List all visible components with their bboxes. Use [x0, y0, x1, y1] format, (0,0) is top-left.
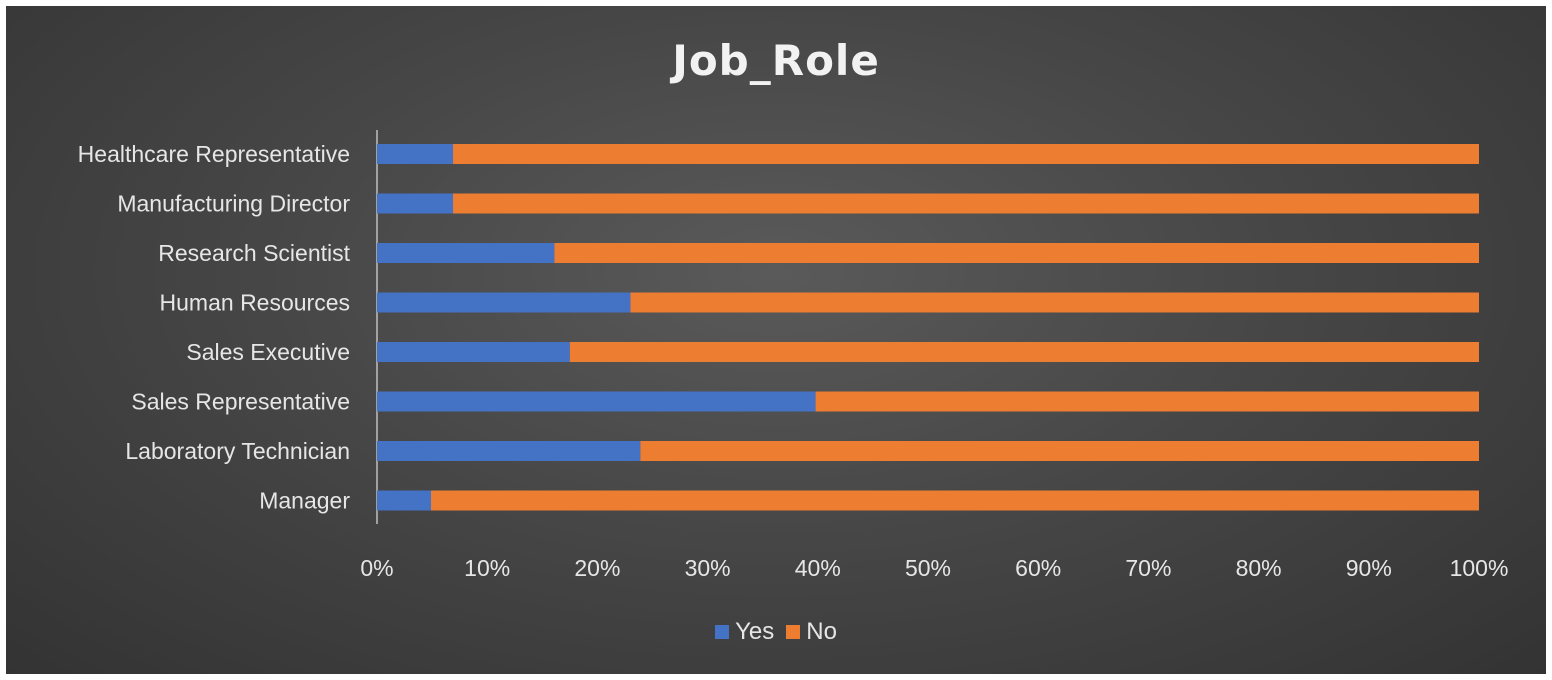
bar-yes-4: [377, 292, 631, 313]
x-tick-label: 30%: [685, 555, 731, 581]
bar-no-6: [815, 391, 1479, 412]
x-tick-label: 10%: [464, 555, 510, 581]
x-tick-label: 40%: [795, 555, 841, 581]
x-tick-label: 80%: [1236, 555, 1282, 581]
x-tick-label: 100%: [1450, 555, 1509, 581]
bar-no-8: [430, 490, 1479, 511]
legend-item-no: No: [786, 618, 837, 646]
legend-item-yes: Yes: [715, 618, 774, 646]
x-tick-label: 0%: [360, 555, 393, 581]
bar-chart: Healthcare Representative Manufacturing D…: [78, 130, 1509, 581]
bar-yes-6: [377, 391, 816, 412]
legend-swatch-no: [786, 625, 801, 639]
x-tick-label: 20%: [574, 555, 620, 581]
bar-no-2: [453, 193, 1480, 214]
legend: Yes No: [6, 618, 1546, 646]
category-label: Manufacturing Director: [117, 191, 350, 217]
x-tick-label: 90%: [1346, 555, 1392, 581]
bar-no-1: [453, 144, 1480, 164]
legend-label-yes: Yes: [735, 618, 775, 645]
x-tick-label: 70%: [1125, 555, 1171, 581]
legend-label-no: No: [806, 618, 837, 645]
bar-no-7: [640, 441, 1479, 461]
bar-yes-8: [377, 490, 431, 511]
bar-yes-2: [377, 193, 454, 214]
bar-no-3: [554, 243, 1479, 263]
legend-swatch-yes: [715, 625, 730, 639]
category-label: Sales Representative: [131, 389, 350, 415]
bar-yes-1: [377, 144, 454, 164]
category-label: Laboratory Technician: [125, 438, 350, 464]
chart-title: Job_Role: [672, 36, 880, 85]
category-label: Healthcare Representative: [78, 141, 350, 167]
x-tick-label: 50%: [905, 555, 951, 581]
x-tick-label: 60%: [1015, 555, 1061, 581]
bar-yes-7: [377, 441, 641, 461]
category-label: Manager: [259, 488, 350, 514]
chart-panel: Job_Role Healthcare Representative Manufa…: [6, 6, 1546, 674]
category-label: Research Scientist: [158, 240, 350, 266]
bar-yes-3: [377, 243, 555, 263]
bar-no-5: [569, 342, 1479, 362]
category-label: Sales Executive: [186, 339, 350, 365]
bar-yes-5: [377, 342, 570, 362]
bar-no-4: [630, 292, 1479, 313]
category-label: Human Resources: [160, 290, 350, 316]
